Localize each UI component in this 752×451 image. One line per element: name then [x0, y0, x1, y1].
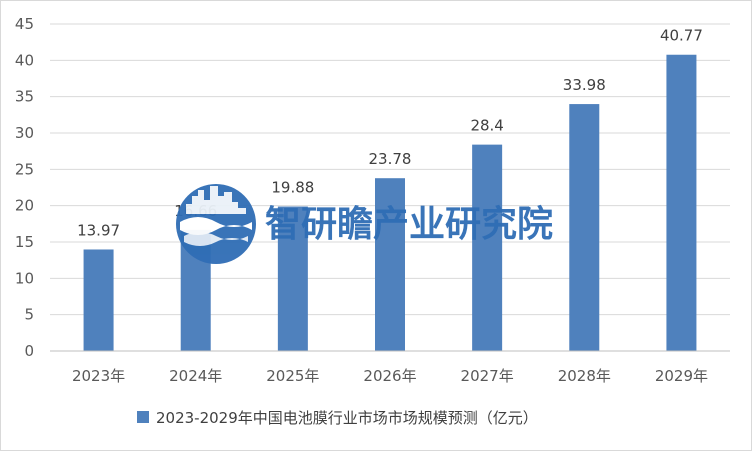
watermark-text: 智研瞻产业研究院 [265, 204, 553, 245]
watermark-logo-wave-2 [184, 232, 248, 246]
data-label: 23.78 [369, 150, 412, 168]
bar [472, 144, 503, 351]
y-tick-label: 15 [15, 233, 34, 251]
data-label: 33.98 [563, 76, 606, 94]
bar [375, 178, 405, 351]
data-label: 13.97 [77, 221, 120, 239]
y-tick-label: 5 [24, 306, 34, 324]
y-tick-label: 30 [15, 124, 34, 142]
bar [666, 54, 697, 351]
data-label: 19.88 [271, 179, 314, 197]
y-tick-label: 40 [15, 51, 34, 69]
watermark: 智研瞻产业研究院 [176, 184, 553, 264]
bar [569, 104, 600, 351]
x-tick-label: 2025年 [266, 367, 319, 385]
gridlines [50, 23, 730, 316]
x-tick-label: 2029年 [655, 367, 708, 385]
y-tick-label: 45 [15, 15, 34, 33]
y-tick-label: 20 [15, 197, 34, 215]
bar [277, 206, 308, 351]
data-label: 40.77 [660, 27, 703, 45]
y-tick-label: 10 [15, 269, 34, 287]
y-tick-label: 0 [24, 342, 34, 360]
bar [83, 249, 114, 351]
x-tick-label: 2023年 [72, 367, 125, 385]
watermark-logo-wave [180, 217, 252, 235]
x-tick-label: 2024年 [169, 367, 222, 385]
watermark-logo-skyline [186, 186, 246, 214]
x-tick-label: 2027年 [461, 367, 514, 385]
x-tick-label: 2026年 [363, 367, 416, 385]
x-axis-ticks: 2023年 2024年 2025年 2026年 2027年 2028年 2029年 [72, 367, 708, 385]
y-tick-label: 35 [15, 88, 34, 106]
legend: 2023-2029年中国电池膜行业市场市场规模预测（亿元） [137, 409, 538, 427]
legend-label: 2023-2029年中国电池膜行业市场市场规模预测（亿元） [156, 409, 538, 427]
legend-swatch [137, 411, 149, 423]
x-tick-label: 2028年 [558, 367, 611, 385]
data-label: 28.4 [470, 117, 503, 135]
y-axis-ticks: 0 5 10 15 20 25 30 35 40 45 [15, 15, 34, 360]
y-tick-label: 25 [15, 160, 34, 178]
